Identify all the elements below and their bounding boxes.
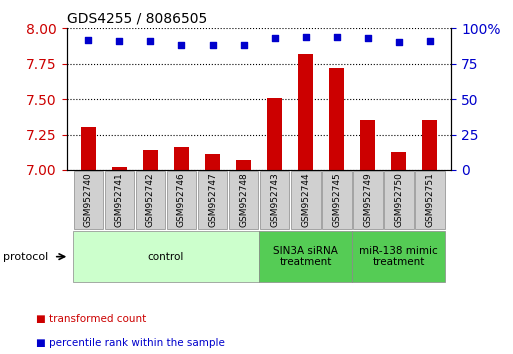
Bar xyxy=(236,160,251,170)
Text: ■ transformed count: ■ transformed count xyxy=(36,314,146,324)
FancyBboxPatch shape xyxy=(167,171,196,229)
Text: GSM952750: GSM952750 xyxy=(394,172,403,228)
Text: SIN3A siRNA
treatment: SIN3A siRNA treatment xyxy=(273,246,338,268)
Text: GSM952745: GSM952745 xyxy=(332,173,341,227)
Point xyxy=(302,34,310,40)
FancyBboxPatch shape xyxy=(353,171,383,229)
Text: GDS4255 / 8086505: GDS4255 / 8086505 xyxy=(67,12,207,26)
Point xyxy=(84,37,92,42)
Bar xyxy=(329,68,344,170)
Point xyxy=(364,35,372,41)
FancyBboxPatch shape xyxy=(259,231,352,282)
Point xyxy=(394,40,403,45)
Bar xyxy=(143,150,158,170)
FancyBboxPatch shape xyxy=(105,171,134,229)
Point xyxy=(146,38,154,44)
Text: GSM952741: GSM952741 xyxy=(115,173,124,227)
Text: protocol: protocol xyxy=(3,252,48,262)
Text: miR-138 mimic
treatment: miR-138 mimic treatment xyxy=(359,246,438,268)
Bar xyxy=(422,120,438,170)
Point xyxy=(426,38,434,44)
Bar xyxy=(298,54,313,170)
FancyBboxPatch shape xyxy=(229,171,259,229)
Text: GSM952744: GSM952744 xyxy=(301,173,310,227)
FancyBboxPatch shape xyxy=(198,171,227,229)
Bar xyxy=(205,154,220,170)
Text: GSM952743: GSM952743 xyxy=(270,173,279,227)
Text: GSM952748: GSM952748 xyxy=(239,173,248,227)
Text: GSM952749: GSM952749 xyxy=(363,173,372,227)
FancyBboxPatch shape xyxy=(260,171,289,229)
Bar xyxy=(360,120,376,170)
FancyBboxPatch shape xyxy=(384,171,413,229)
Text: GSM952751: GSM952751 xyxy=(425,172,434,228)
FancyBboxPatch shape xyxy=(322,171,351,229)
Text: GSM952742: GSM952742 xyxy=(146,173,155,227)
Text: control: control xyxy=(148,252,184,262)
Point xyxy=(240,42,248,48)
Point xyxy=(115,38,124,44)
Bar xyxy=(174,147,189,170)
Point xyxy=(208,42,216,48)
Bar xyxy=(391,152,406,170)
Text: GSM952747: GSM952747 xyxy=(208,173,217,227)
FancyBboxPatch shape xyxy=(352,231,445,282)
Bar xyxy=(267,98,282,170)
Text: GSM952746: GSM952746 xyxy=(177,173,186,227)
FancyBboxPatch shape xyxy=(73,171,103,229)
Point xyxy=(270,35,279,41)
Text: GSM952740: GSM952740 xyxy=(84,173,93,227)
FancyBboxPatch shape xyxy=(135,171,165,229)
FancyBboxPatch shape xyxy=(415,171,445,229)
FancyBboxPatch shape xyxy=(73,231,259,282)
Bar xyxy=(112,167,127,170)
Bar xyxy=(81,127,96,170)
Point xyxy=(332,34,341,40)
FancyBboxPatch shape xyxy=(291,171,321,229)
Text: ■ percentile rank within the sample: ■ percentile rank within the sample xyxy=(36,338,225,348)
Point xyxy=(177,42,186,48)
